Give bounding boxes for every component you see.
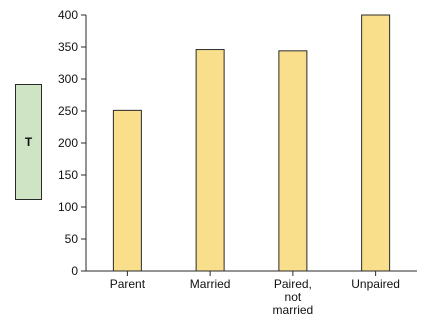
y-tick-label: 200 — [58, 136, 78, 150]
y-tick-label: 0 — [71, 264, 78, 278]
x-tick-label: Married — [190, 277, 231, 291]
x-tick-label: Unpaired — [351, 277, 400, 291]
y-axis-label: T — [15, 84, 42, 200]
bar — [278, 50, 308, 272]
x-tick-label: Parent — [110, 277, 146, 291]
y-tick-label: 100 — [58, 200, 78, 214]
y-tick-label: 150 — [58, 168, 78, 182]
bar — [195, 49, 225, 272]
y-tick-label: 300 — [58, 72, 78, 86]
y-tick-label: 400 — [58, 8, 78, 22]
bar — [112, 109, 142, 272]
y-tick-label: 50 — [65, 232, 79, 246]
y-tick-label: 250 — [58, 104, 78, 118]
x-tick-label: Paired, not married — [273, 277, 314, 317]
y-tick-label: 350 — [58, 40, 78, 54]
bar — [361, 14, 391, 272]
